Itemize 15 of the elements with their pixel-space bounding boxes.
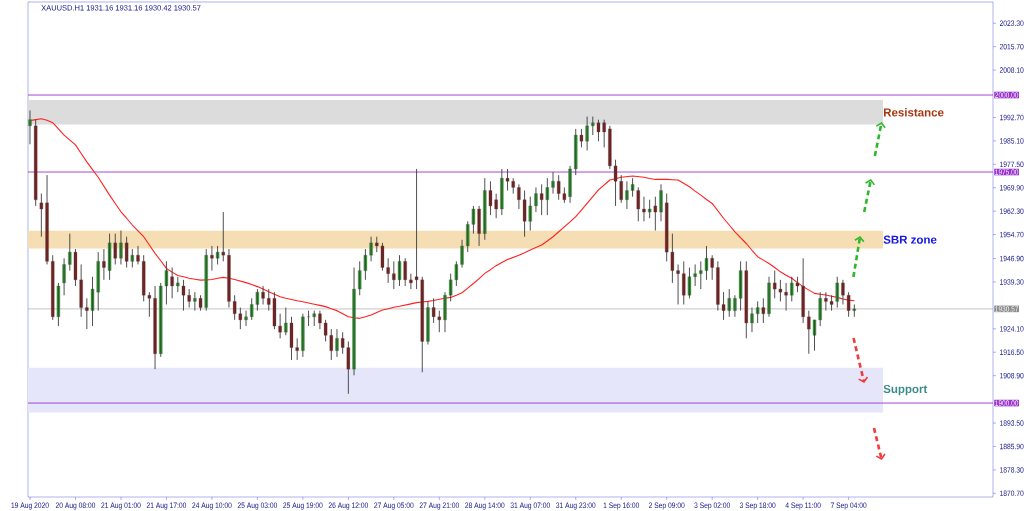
band-label: Resistance — [883, 108, 944, 117]
candlestick — [557, 174, 561, 201]
candlestick — [79, 263, 83, 318]
candlestick — [250, 297, 254, 321]
candlestick — [306, 310, 311, 327]
band-label: SBR zone — [883, 235, 937, 244]
candlestick — [33, 119, 38, 207]
band-label: Support — [883, 384, 928, 396]
candlestick — [295, 337, 299, 361]
candlestick — [466, 220, 470, 253]
candlestick — [636, 186, 640, 222]
candlestick — [312, 310, 316, 327]
candlestick — [437, 310, 441, 333]
candlestick — [420, 276, 424, 373]
candlestick — [835, 276, 839, 309]
